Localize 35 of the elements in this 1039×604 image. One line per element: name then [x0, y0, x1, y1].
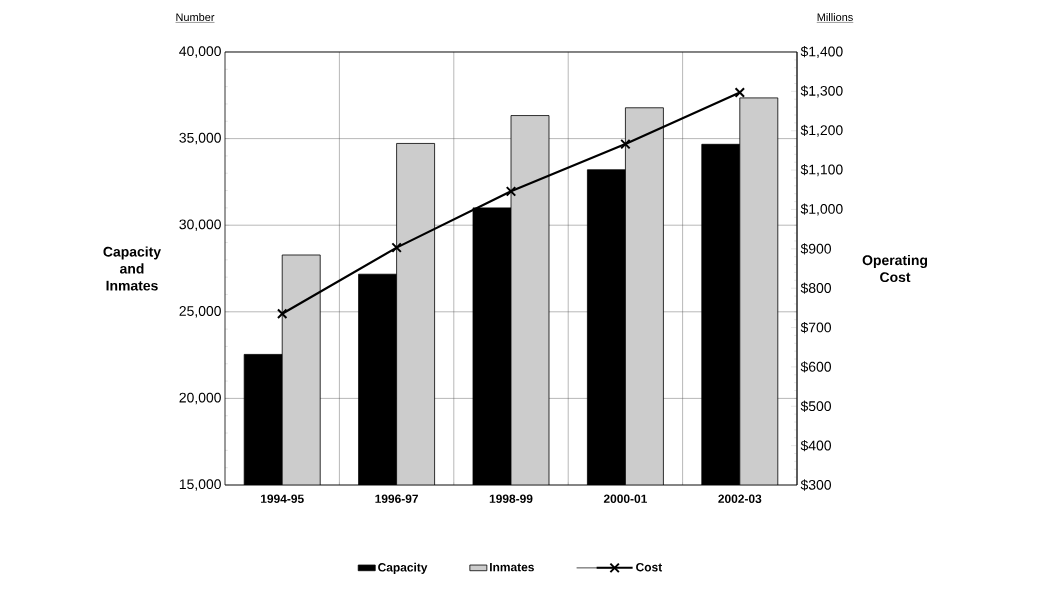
y2-tick-label: $500: [800, 400, 832, 412]
legend-label: Cost: [636, 562, 663, 572]
point: [505, 186, 517, 197]
y-tick-label: 20,000: [179, 392, 221, 405]
y2-tick-label: $900: [800, 243, 832, 255]
y-tick-label: 40,000: [179, 46, 221, 58]
y2-tick-label: $1,000: [800, 203, 843, 216]
y2-tick-label: $700: [800, 321, 832, 334]
point: [734, 87, 746, 98]
point: [391, 242, 402, 253]
legend-label: Inmates: [490, 563, 534, 572]
y2-axis-title: Operating Cost: [862, 254, 928, 283]
y2-tick-label: $300: [800, 479, 832, 491]
y2-tick-label: $600: [800, 361, 832, 373]
y2-tick-label: $1,200: [800, 124, 843, 137]
point: [276, 308, 288, 320]
point: [620, 138, 631, 150]
y-tick-label: 25,000: [179, 306, 221, 318]
x-tick-label: 1998-99: [489, 494, 533, 503]
text: Millions: [817, 12, 853, 22]
y2-tick-label: $400: [800, 439, 832, 452]
y2-tick-label: $1,300: [800, 85, 843, 98]
y-axis-title: Capacity and Inmates: [103, 246, 161, 291]
y2-tick-label: $1,400: [800, 45, 843, 59]
y2-tick-label: $800: [800, 282, 832, 294]
y-tick-label: 30,000: [179, 219, 221, 231]
x-tick-label: 2002-03: [718, 494, 762, 504]
x-tick-label: 2000-01: [603, 494, 647, 503]
legend-label: Capacity: [378, 562, 428, 574]
text: Number: [176, 12, 215, 22]
y-tick-label: 35,000: [179, 132, 221, 145]
x-tick-label: 1994-95: [261, 494, 304, 503]
x-tick-label: 1996-97: [375, 494, 419, 503]
y2-tick-label: $1,100: [800, 164, 843, 177]
y-tick-label: 15,000: [179, 479, 221, 491]
